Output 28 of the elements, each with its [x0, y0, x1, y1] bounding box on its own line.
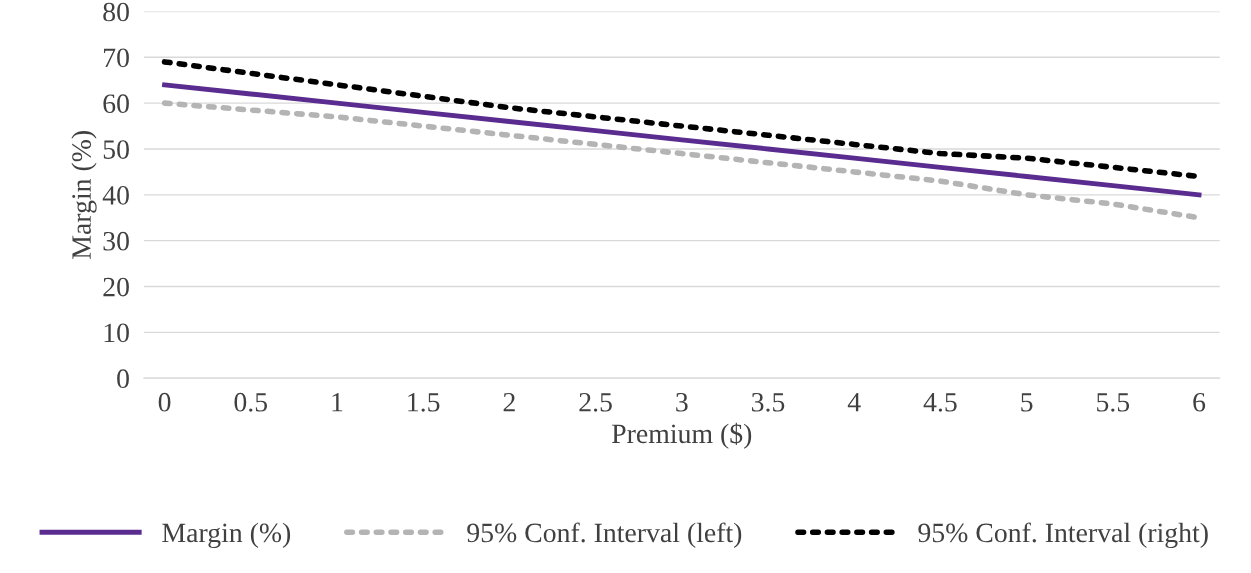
x-axis-title: Premium ($): [612, 422, 752, 449]
y-axis-title: Margin (%): [71, 131, 97, 259]
x-tick-label: 3.5: [751, 392, 785, 412]
x-tick-label: 5: [1021, 393, 1033, 412]
y-tick-label: 20: [103, 277, 129, 297]
x-tick-label: 0: [158, 392, 171, 412]
y-tick-label: 10: [104, 323, 129, 343]
x-tick-label: 2.5: [579, 392, 612, 412]
x-tick-label: 5.5: [1097, 393, 1130, 412]
x-tick-label: 2: [503, 392, 515, 412]
legend-label: Margin (%): [162, 522, 291, 548]
y-tick-label: 30: [103, 231, 129, 251]
x-tick-label: 6: [1193, 392, 1206, 412]
y-tick-label: 0: [117, 369, 129, 389]
y-tick-label: 40: [102, 185, 129, 205]
y-tick-label: 50: [103, 140, 129, 159]
line-series: [162, 82, 1202, 198]
x-tick-label: 1.5: [408, 393, 440, 412]
x-tick-label: 4: [847, 393, 861, 412]
x-tick-label: 1: [332, 393, 343, 412]
legend-label: 95% Conf. Interval (left): [467, 522, 742, 548]
y-tick-label: 70: [104, 48, 129, 68]
y-tick-label: 80: [103, 2, 129, 22]
x-tick-label: 0.5: [234, 392, 268, 412]
legend-label: 95% Conf. Interval (right): [918, 522, 1208, 548]
y-tick-label: 60: [103, 94, 129, 114]
x-tick-label: 3: [676, 392, 688, 412]
x-tick-label: 4.5: [923, 393, 957, 412]
